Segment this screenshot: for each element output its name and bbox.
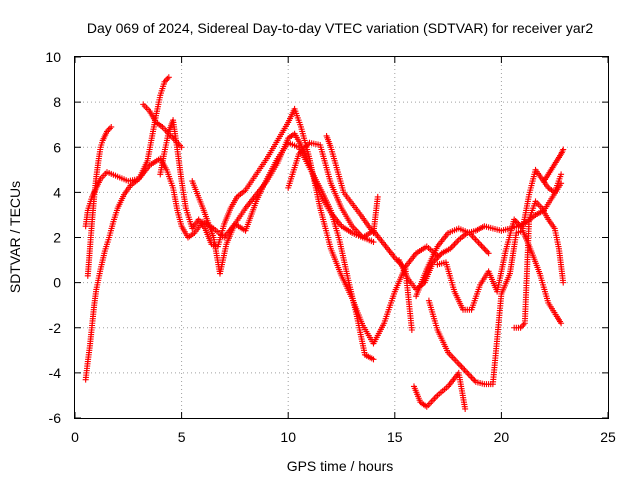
data-point <box>484 248 491 255</box>
data-point <box>458 363 465 370</box>
data-point <box>519 323 526 330</box>
x-tick-label: 0 <box>71 429 79 445</box>
y-tick-label: 8 <box>53 94 61 110</box>
data-point <box>457 362 464 369</box>
data-point <box>454 238 461 245</box>
data-point <box>560 279 567 286</box>
data-point <box>462 368 469 375</box>
data-point <box>460 365 467 372</box>
y-tick-label: 0 <box>53 275 61 291</box>
data-point <box>485 250 492 257</box>
y-tick-label: -6 <box>49 410 62 426</box>
series-track-o <box>541 146 567 185</box>
series-track-m <box>434 166 565 313</box>
series-track-l <box>425 227 565 388</box>
y-tick-label: -4 <box>49 365 62 381</box>
data-point <box>374 193 381 200</box>
x-tick-label: 10 <box>280 429 296 445</box>
series-track-k <box>413 225 492 300</box>
data-point <box>481 245 488 252</box>
x-tick-label: 25 <box>600 429 616 445</box>
data-point <box>560 146 567 153</box>
y-tick-label: 4 <box>53 184 61 200</box>
data-point <box>467 372 474 379</box>
data-point <box>370 356 377 363</box>
series-track-f <box>189 139 377 363</box>
data-point <box>478 242 485 249</box>
y-tick-label: 6 <box>53 139 61 155</box>
y-tick-labels: -6 -4 -2 0 2 4 6 8 10 <box>45 49 61 426</box>
data-point <box>451 241 458 248</box>
y-tick-label: 10 <box>45 49 61 65</box>
data-point <box>558 320 565 327</box>
series-track-g <box>285 139 415 334</box>
y-tick-label: -2 <box>49 320 62 336</box>
x-tick-label: 5 <box>178 429 186 445</box>
data-point <box>464 369 471 376</box>
data-point <box>479 244 486 251</box>
data-point <box>465 371 472 378</box>
data-point <box>165 74 172 81</box>
series-track-n <box>511 198 567 331</box>
data-point <box>370 239 377 246</box>
data-point <box>450 242 457 249</box>
data-point <box>408 327 415 334</box>
x-tick-labels: 0 5 10 15 20 25 <box>71 429 616 445</box>
data-point <box>108 123 115 130</box>
data-point <box>468 374 475 381</box>
data-point <box>469 375 476 382</box>
data-point <box>452 239 459 246</box>
series-track-i <box>410 369 469 412</box>
series-track-c <box>82 74 172 383</box>
data-points <box>82 74 567 412</box>
data-point <box>164 75 171 82</box>
x-tick-label: 15 <box>387 429 403 445</box>
y-tick-label: 2 <box>53 230 61 246</box>
data-point <box>482 247 489 254</box>
series-track-a <box>84 123 115 279</box>
axis-ticks <box>74 56 609 419</box>
y-axis-label: SDTVAR / TECUs <box>7 181 23 293</box>
chart-title: Day 069 of 2024, Sidereal Day-to-day VTE… <box>87 20 593 36</box>
data-point <box>558 171 565 178</box>
data-point <box>106 125 113 132</box>
data-point <box>461 366 468 373</box>
data-point <box>462 405 469 412</box>
x-tick-label: 20 <box>494 429 510 445</box>
x-axis-label: GPS time / hours <box>287 458 394 474</box>
series-track-h <box>323 132 381 236</box>
plot-frame <box>74 56 609 419</box>
data-point <box>520 321 527 328</box>
